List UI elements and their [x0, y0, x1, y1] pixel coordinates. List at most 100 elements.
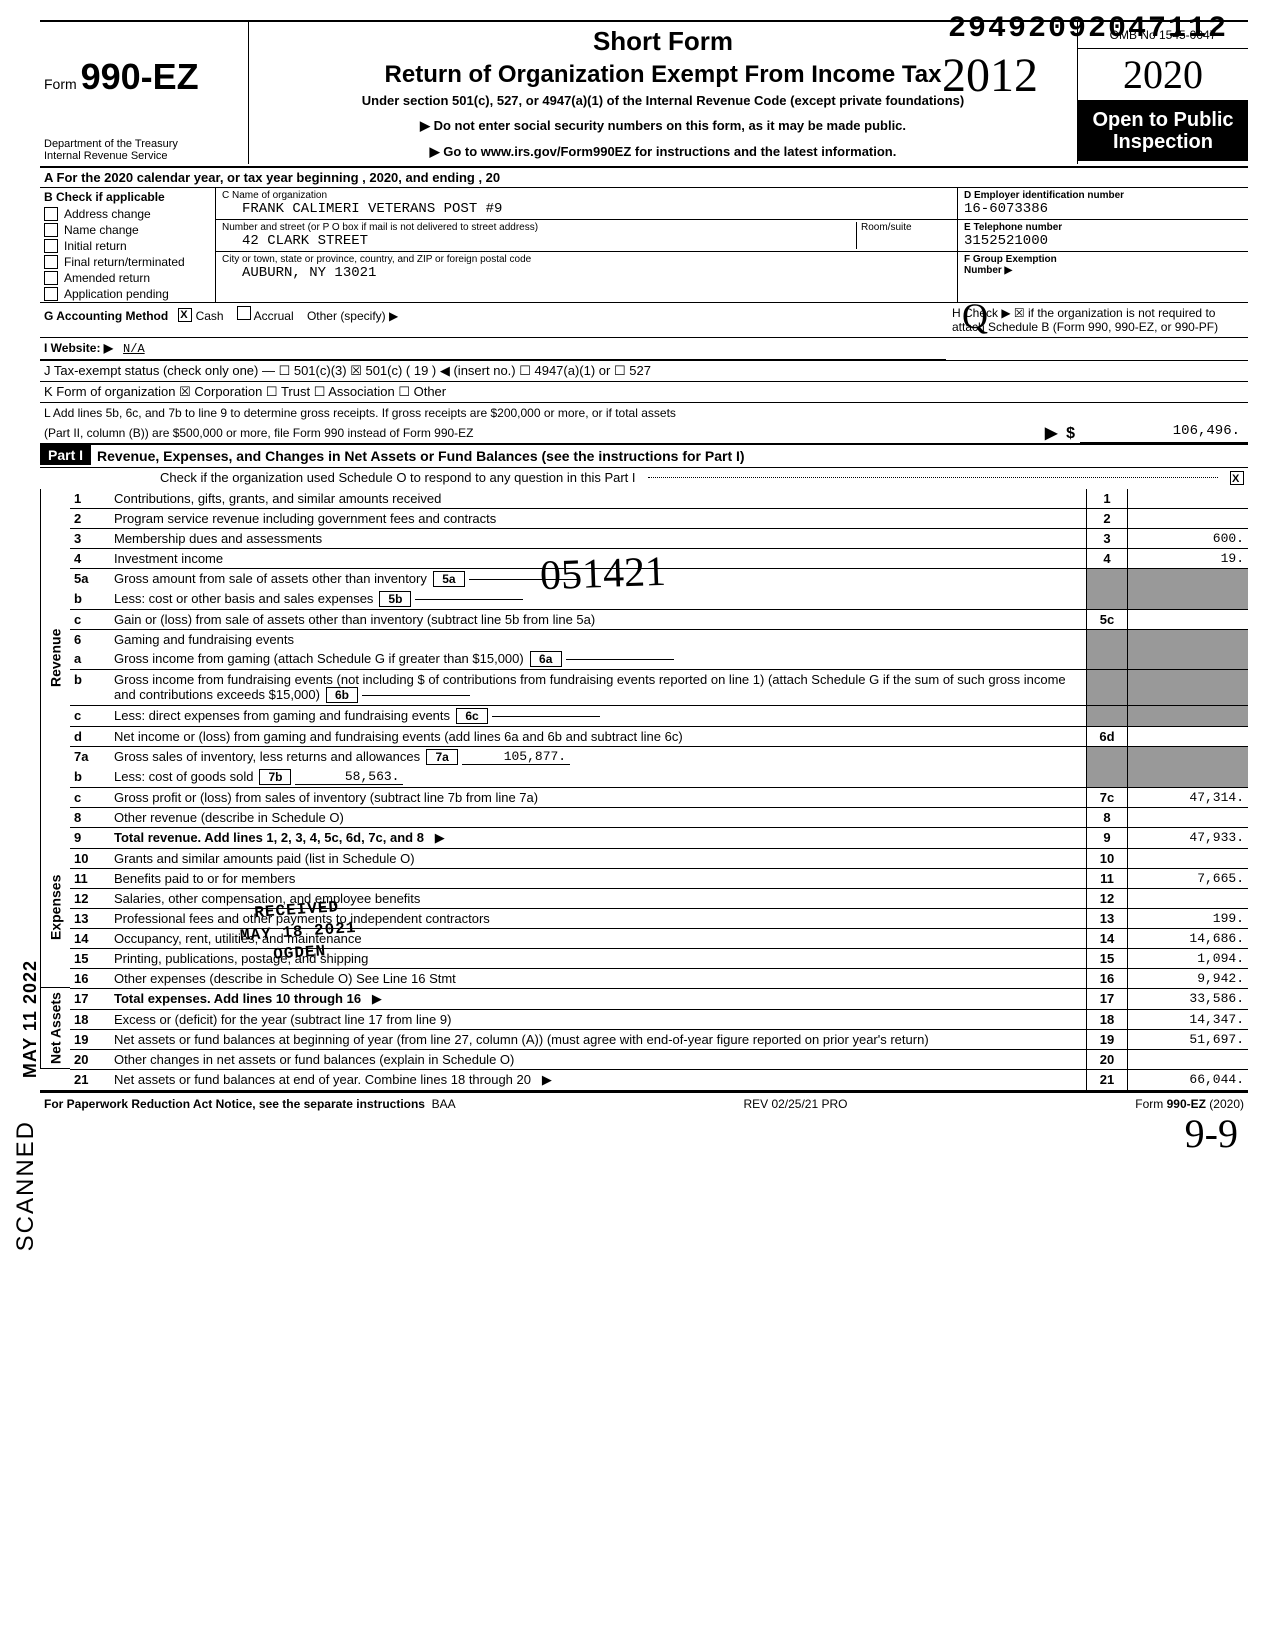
line-8-box: 8	[1086, 807, 1128, 827]
line-10-desc: Grants and similar amounts paid (list in…	[110, 848, 1086, 868]
tel-value: 3152521000	[964, 233, 1242, 249]
group-label: F Group Exemption	[964, 254, 1242, 265]
chk-label: Application pending	[64, 287, 169, 301]
open-public-2: Inspection	[1113, 131, 1213, 153]
line-21-desc: Net assets or fund balances at end of ye…	[110, 1069, 1086, 1090]
row-l-2-wrap: (Part II, column (B)) are $500,000 or mo…	[40, 423, 1248, 444]
row-g: G Accounting Method Cash Accrual Other (…	[40, 303, 946, 337]
chk-application-pending[interactable]: Application pending	[40, 286, 215, 302]
form-number: 990-EZ	[81, 56, 199, 97]
chk-cash[interactable]	[178, 308, 192, 322]
footer-rev: REV 02/25/21 PRO	[743, 1097, 847, 1111]
line-6c-desc: Less: direct expenses from gaming and fu…	[110, 705, 1086, 726]
line-17-box: 17	[1086, 988, 1128, 1009]
line-4-amt: 19.	[1128, 548, 1248, 568]
footer-left: For Paperwork Reduction Act Notice, see …	[44, 1097, 456, 1111]
line-1-amt	[1128, 489, 1248, 508]
line-6-desc: Gaming and fundraising events	[110, 629, 1086, 649]
addr-label: Number and street (or P O box if mail is…	[222, 222, 856, 233]
scanned-stamp: SCANNED	[12, 1120, 40, 1251]
line-19-amt: 51,697.	[1128, 1029, 1248, 1049]
line-a: A For the 2020 calendar year, or tax yea…	[40, 168, 1248, 188]
row-g-h: G Accounting Method Cash Accrual Other (…	[40, 303, 1248, 338]
line-6b-desc: Gross income from fundraising events (no…	[110, 669, 1086, 705]
row-k: K Form of organization ☒ Corporation ☐ T…	[40, 382, 1248, 403]
chk-final-return[interactable]: Final return/terminated	[40, 254, 215, 270]
website-label: I Website: ▶	[44, 341, 113, 355]
line-18-desc: Excess or (deficit) for the year (subtra…	[110, 1009, 1086, 1029]
line-17-desc: Total expenses. Add lines 10 through 16 …	[110, 988, 1086, 1009]
line-11-desc: Benefits paid to or for members	[110, 868, 1086, 888]
document-id: 29492092047112	[948, 12, 1228, 46]
form-year: 2020	[1078, 49, 1248, 101]
ssn-warning: ▶ Do not enter social security numbers o…	[259, 118, 1067, 134]
part-1-title: Revenue, Expenses, and Changes in Net As…	[91, 445, 1248, 467]
line-6d-box: 6d	[1086, 726, 1128, 746]
chk-address-change[interactable]: Address change	[40, 206, 215, 222]
line-18-amt: 14,347.	[1128, 1009, 1248, 1029]
chk-accrual[interactable]	[237, 306, 251, 320]
handwritten-bottom: 9-9	[1185, 1110, 1238, 1157]
irs-label: Internal Revenue Service	[44, 150, 244, 162]
line-15-amt: 1,094.	[1128, 948, 1248, 968]
line-5b-desc: Less: cost or other basis and sales expe…	[110, 589, 1086, 609]
sideways-date-stamp: MAY 11 2022	[20, 960, 41, 1078]
org-name-block: C Name of organization FRANK CALIMERI VE…	[216, 188, 957, 220]
line-1-desc: Contributions, gifts, grants, and simila…	[110, 489, 1086, 508]
line-7a-desc: Gross sales of inventory, less returns a…	[110, 746, 1086, 767]
ein-label: D Employer identification number	[964, 190, 1242, 201]
line-4-box: 4	[1086, 548, 1128, 568]
line-6d-amt	[1128, 726, 1248, 746]
line-3-box: 3	[1086, 528, 1128, 548]
line-5c-box: 5c	[1086, 609, 1128, 629]
row-i-j: I Website: ▶ N/A	[40, 338, 1248, 361]
org-name: FRANK CALIMERI VETERANS POST #9	[222, 201, 951, 217]
line-16-box: 16	[1086, 968, 1128, 988]
line-7c-box: 7c	[1086, 787, 1128, 807]
row-l-2: (Part II, column (B)) are $500,000 or mo…	[40, 423, 1040, 443]
chk-initial-return[interactable]: Initial return	[40, 238, 215, 254]
line-21-amt: 66,044.	[1128, 1069, 1248, 1090]
line-14-desc: Occupancy, rent, utilities, and maintena…	[110, 928, 1086, 948]
line-9-box: 9	[1086, 827, 1128, 848]
line-5a-desc: Gross amount from sale of assets other t…	[110, 568, 1086, 589]
footer-right: Form 990-EZ (2020)	[1135, 1097, 1244, 1111]
dept-treasury: Department of the Treasury	[44, 138, 244, 150]
row-l-1: L Add lines 5b, 6c, and 7b to line 9 to …	[40, 403, 1248, 423]
line-20-box: 20	[1086, 1049, 1128, 1069]
form-990ez-page: 29492092047112 20 12 Form 990-EZ Departme…	[0, 0, 1288, 1151]
line-9-desc: Total revenue. Add lines 1, 2, 3, 4, 5c,…	[110, 827, 1086, 848]
b-title: B Check if applicable	[40, 188, 215, 206]
line-1-box: 1	[1086, 489, 1128, 508]
block-b-c-d: B Check if applicable Address change Nam…	[40, 188, 1248, 303]
row-j: J Tax-exempt status (check only one) — ☐…	[40, 361, 1248, 382]
ein-value: 16-6073386	[964, 201, 1242, 217]
chk-amended-return[interactable]: Amended return	[40, 270, 215, 286]
line-3-amt: 600.	[1128, 528, 1248, 548]
line-12-box: 12	[1086, 888, 1128, 908]
line-7b-desc: Less: cost of goods sold7b58,563.	[110, 767, 1086, 787]
chk-schedule-o[interactable]	[1230, 471, 1244, 485]
line-5c-amt	[1128, 609, 1248, 629]
line-13-desc: Professional fees and other payments to …	[110, 908, 1086, 928]
header-left: Form 990-EZ Department of the Treasury I…	[40, 22, 249, 164]
chk-name-change[interactable]: Name change	[40, 222, 215, 238]
part-1-bar: Part I	[40, 445, 91, 465]
line-19-desc: Net assets or fund balances at beginning…	[110, 1029, 1086, 1049]
line-20-desc: Other changes in net assets or fund bala…	[110, 1049, 1086, 1069]
net-assets-side-label: Net Assets	[40, 988, 70, 1069]
line-2-desc: Program service revenue including govern…	[110, 508, 1086, 528]
part-1-sub: Check if the organization used Schedule …	[40, 468, 1248, 489]
revenue-side-label: Revenue	[40, 489, 70, 827]
chk-label: Address change	[64, 207, 151, 221]
tel-label: E Telephone number	[964, 222, 1242, 233]
room-label: Room/suite	[861, 222, 951, 233]
line-7c-amt: 47,314.	[1128, 787, 1248, 807]
l-total: 106,496.	[1080, 423, 1248, 443]
line-11-box: 11	[1086, 868, 1128, 888]
column-c: C Name of organization FRANK CALIMERI VE…	[216, 188, 958, 302]
line-2-amt	[1128, 508, 1248, 528]
form-word: Form	[44, 76, 77, 92]
group-exemption-block: F Group Exemption Number ▶	[958, 252, 1248, 278]
goto-link: ▶ Go to www.irs.gov/Form990EZ for instru…	[259, 144, 1067, 160]
